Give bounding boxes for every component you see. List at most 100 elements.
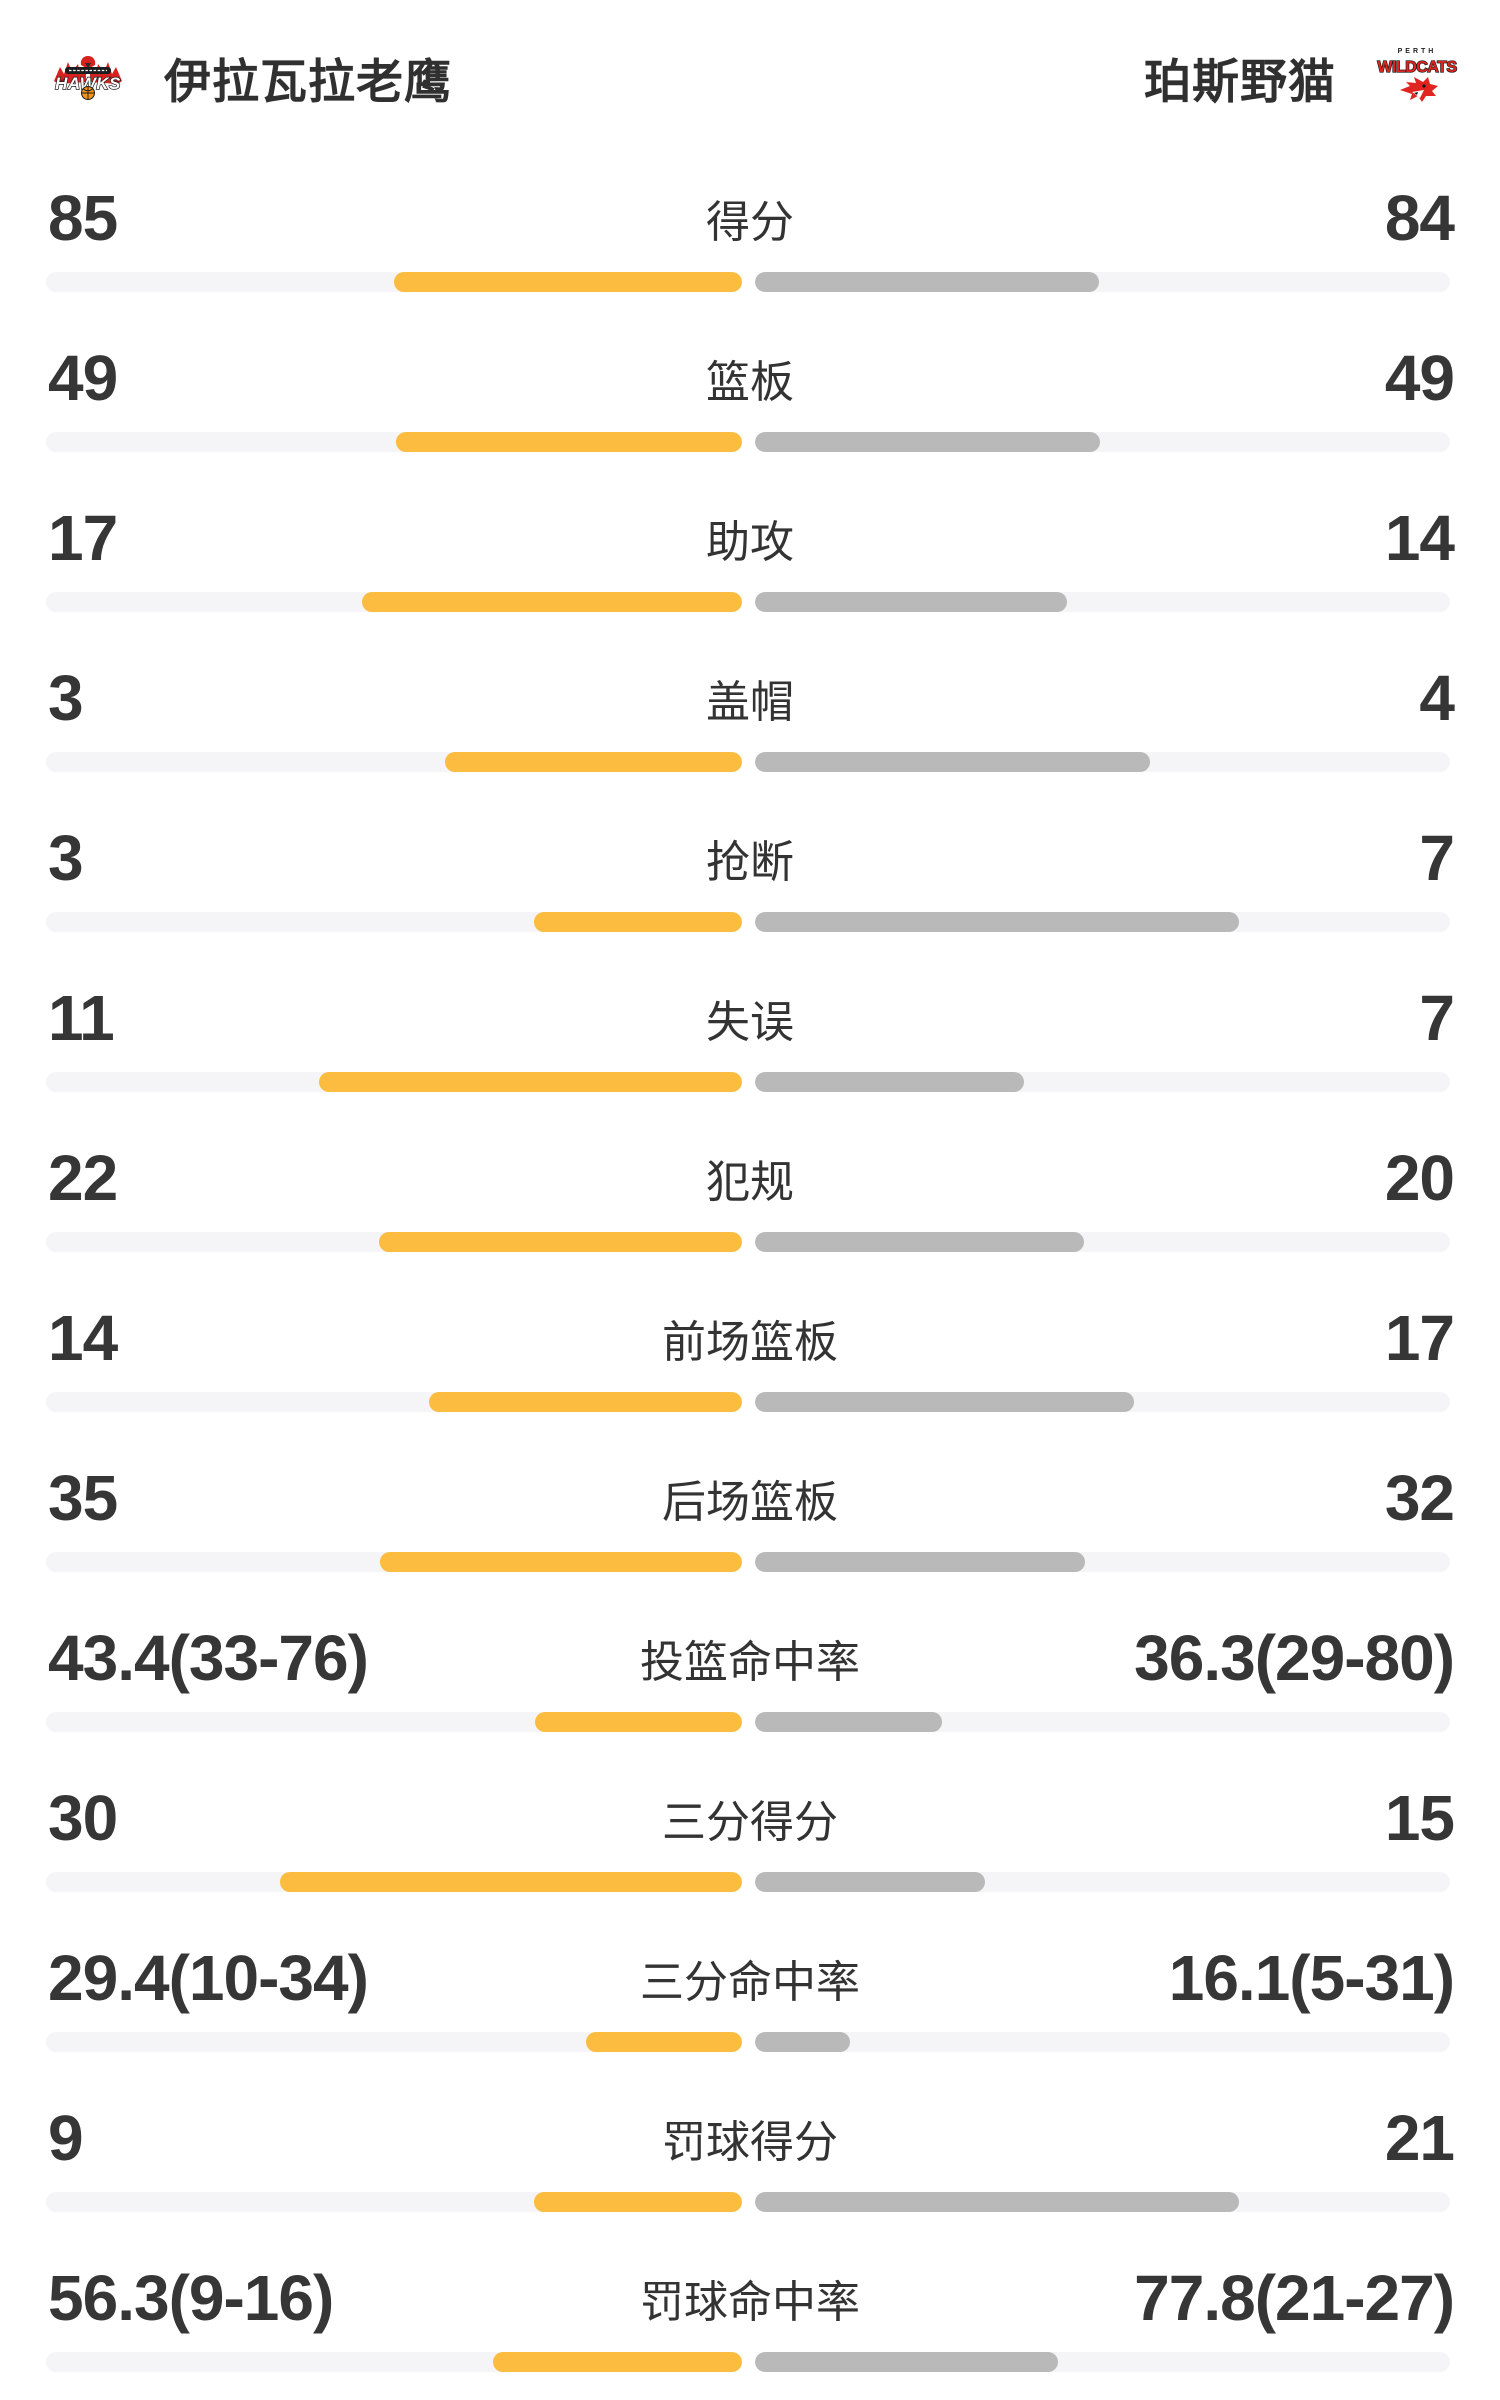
home-bar-fill [379,1232,742,1252]
away-bar-track [754,1072,1450,1092]
away-stat-value: 77.8(21-27) [1134,2262,1455,2334]
away-bar-track [754,2192,1450,2212]
stat-value-line: 85 得分 84 [0,186,1500,250]
hawks-wordmark: HAWKS [55,74,121,93]
stat-bar [0,592,1500,612]
stat-label: 三分命中率 [640,1958,860,2007]
away-team: 珀斯野猫 PERTH WILDCATS [1144,43,1458,112]
stat-bar [0,2032,1500,2052]
away-stat-value: 14 [1384,502,1455,574]
home-bar-fill [393,272,742,292]
away-stat-value: 49 [1384,342,1455,414]
away-bar-track [754,592,1450,612]
stat-row: 14 前场篮板 17 [0,1262,1500,1422]
away-bar-fill [754,272,1099,292]
stat-bar [0,1232,1500,1252]
away-bar-fill [754,592,1068,612]
stat-label: 失误 [706,998,794,1047]
stat-label: 抢断 [706,838,794,887]
home-bar-track [46,752,742,772]
away-bar-track [754,752,1450,772]
stat-bar [0,1712,1500,1732]
stats-list: 85 得分 84 49 篮板 49 [0,142,1500,2382]
home-stat-value: 3 [48,662,84,734]
stat-row: 43.4(33-76) 投篮命中率 36.3(29-80) [0,1582,1500,1742]
stat-value-line: 3 盖帽 4 [0,666,1500,730]
home-team-name: 伊拉瓦拉老鹰 [164,54,452,108]
stat-value-line: 11 失误 7 [0,986,1500,1050]
stat-row: 17 助攻 14 [0,462,1500,622]
stat-bar [0,1392,1500,1412]
hawks-logo: HAWKS [54,55,122,100]
stat-bar [0,1072,1500,1092]
away-stat-value: 84 [1384,182,1455,254]
home-bar-track [46,432,742,452]
away-bar-track [754,432,1450,452]
stat-label: 前场篮板 [662,1318,838,1367]
stat-row: 22 犯规 20 [0,1102,1500,1262]
home-stat-value: 3 [48,822,84,894]
stat-label: 得分 [706,198,794,247]
stat-label: 助攻 [706,518,794,567]
stat-value-line: 17 助攻 14 [0,506,1500,570]
stat-bar [0,1552,1500,1572]
home-stat-value: 85 [48,182,118,254]
home-bar-track [46,1392,742,1412]
away-bar-track [754,1872,1450,1892]
home-bar-fill [534,1712,742,1732]
home-stat-value: 22 [48,1142,118,1214]
home-bar-track [46,2192,742,2212]
away-bar-track [754,2032,1450,2052]
away-bar-fill [754,1392,1135,1412]
home-bar-fill [280,1872,742,1892]
away-stat-value: 36.3(29-80) [1134,1622,1455,1694]
stat-value-line: 9 罚球得分 21 [0,2106,1500,2170]
away-bar-fill [754,1712,942,1732]
home-bar-fill [429,1392,742,1412]
stat-value-line: 22 犯规 20 [0,1146,1500,1210]
away-stat-value: 7 [1419,982,1455,1054]
home-bar-fill [533,912,742,932]
home-stat-value: 56.3(9-16) [48,2262,334,2334]
away-stat-value: 20 [1384,1142,1455,1214]
home-bar-fill [493,2352,742,2372]
away-bar-track [754,2352,1450,2372]
home-stat-value: 29.4(10-34) [48,1942,369,2014]
home-bar-track [46,2352,742,2372]
home-bar-track [46,1232,742,1252]
stat-row: 35 后场篮板 32 [0,1422,1500,1582]
home-bar-track [46,1712,742,1732]
away-stat-value: 17 [1384,1302,1455,1374]
home-bar-fill [585,2032,742,2052]
stat-row: 56.3(9-16) 罚球命中率 77.8(21-27) [0,2222,1500,2382]
stat-label: 篮板 [706,358,794,407]
away-stat-value: 21 [1384,2102,1455,2174]
away-stat-value: 7 [1419,822,1455,894]
stat-bar [0,1872,1500,1892]
away-bar-fill [754,2032,851,2052]
wildcats-top-text: PERTH [1398,48,1437,55]
away-bar-track [754,1392,1450,1412]
home-bar-track [46,272,742,292]
stat-row: 85 得分 84 [0,142,1500,302]
away-team-name: 珀斯野猫 [1144,54,1336,108]
wildcat-head [1400,77,1438,102]
home-stat-value: 49 [48,342,118,414]
away-bar-track [754,1552,1450,1572]
home-bar-track [46,1072,742,1092]
home-stat-value: 35 [48,1462,118,1534]
stat-row: 3 盖帽 4 [0,622,1500,782]
stat-row: 3 抢断 7 [0,782,1500,942]
wildcats-wordmark: WILDCATS [1377,59,1457,76]
away-bar-fill [754,432,1101,452]
away-bar-track [754,1712,1450,1732]
home-bar-track [46,2032,742,2052]
home-bar-track [46,912,742,932]
home-stat-value: 11 [48,982,115,1054]
away-bar-fill [754,1072,1024,1092]
stat-value-line: 30 三分得分 15 [0,1786,1500,1850]
stat-row: 11 失误 7 [0,942,1500,1102]
stat-row: 29.4(10-34) 三分命中率 16.1(5-31) [0,1902,1500,2062]
home-bar-track [46,592,742,612]
